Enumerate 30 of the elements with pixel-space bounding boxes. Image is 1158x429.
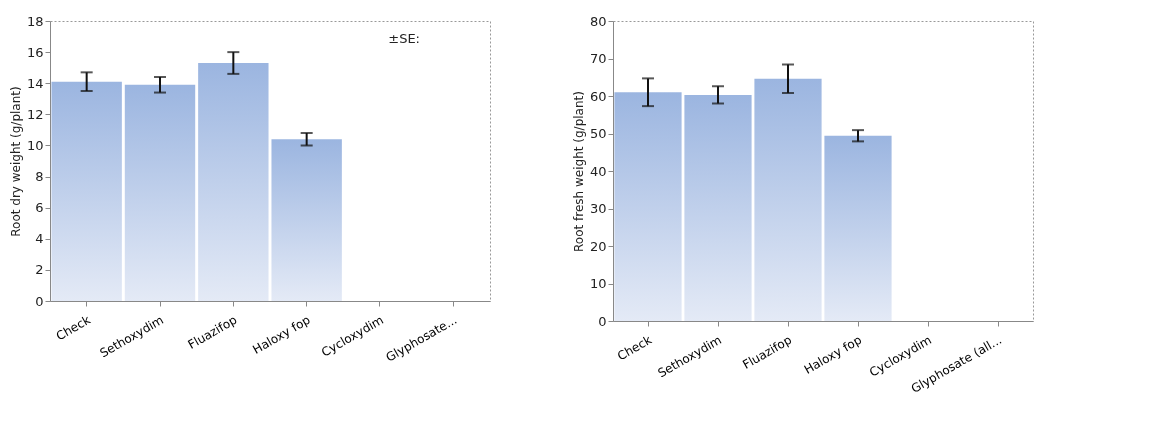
- y-tick-label: 80: [589, 13, 607, 29]
- y-axis-title: Root dry weight (g/plant): [8, 86, 23, 237]
- y-tick-label: 30: [589, 201, 607, 216]
- y-axis-title: Root fresh weight (g/plant): [571, 91, 586, 252]
- y-tick-label: 40: [589, 163, 607, 179]
- y-tick-label: 14: [26, 75, 44, 91]
- y-tick-label: 2: [35, 262, 44, 278]
- bar: [124, 84, 196, 301]
- annotation: ±SE:: [388, 31, 420, 46]
- bar: [198, 63, 269, 301]
- y-tick-label: 0: [35, 293, 44, 309]
- y-tick-label: 16: [26, 44, 44, 60]
- y-tick-label: 6: [35, 200, 44, 216]
- y-tick-label: 4: [35, 231, 44, 247]
- y-tick-label: 8: [35, 169, 44, 185]
- y-tick-label: 10: [589, 276, 607, 291]
- bar: [754, 78, 822, 321]
- bar: [684, 94, 752, 321]
- y-tick-label: 0: [598, 313, 607, 329]
- y-tick-label: 50: [589, 126, 607, 141]
- y-tick-label: 70: [589, 51, 607, 66]
- y-tick-label: 12: [26, 106, 44, 122]
- y-tick-label: 18: [26, 13, 44, 29]
- y-tick-label: 20: [589, 238, 607, 254]
- y-tick-label: 60: [589, 88, 607, 104]
- bar: [824, 135, 892, 321]
- bar: [271, 139, 342, 301]
- y-tick-label: 10: [26, 137, 44, 153]
- bar: [51, 81, 122, 301]
- bar: [614, 92, 682, 321]
